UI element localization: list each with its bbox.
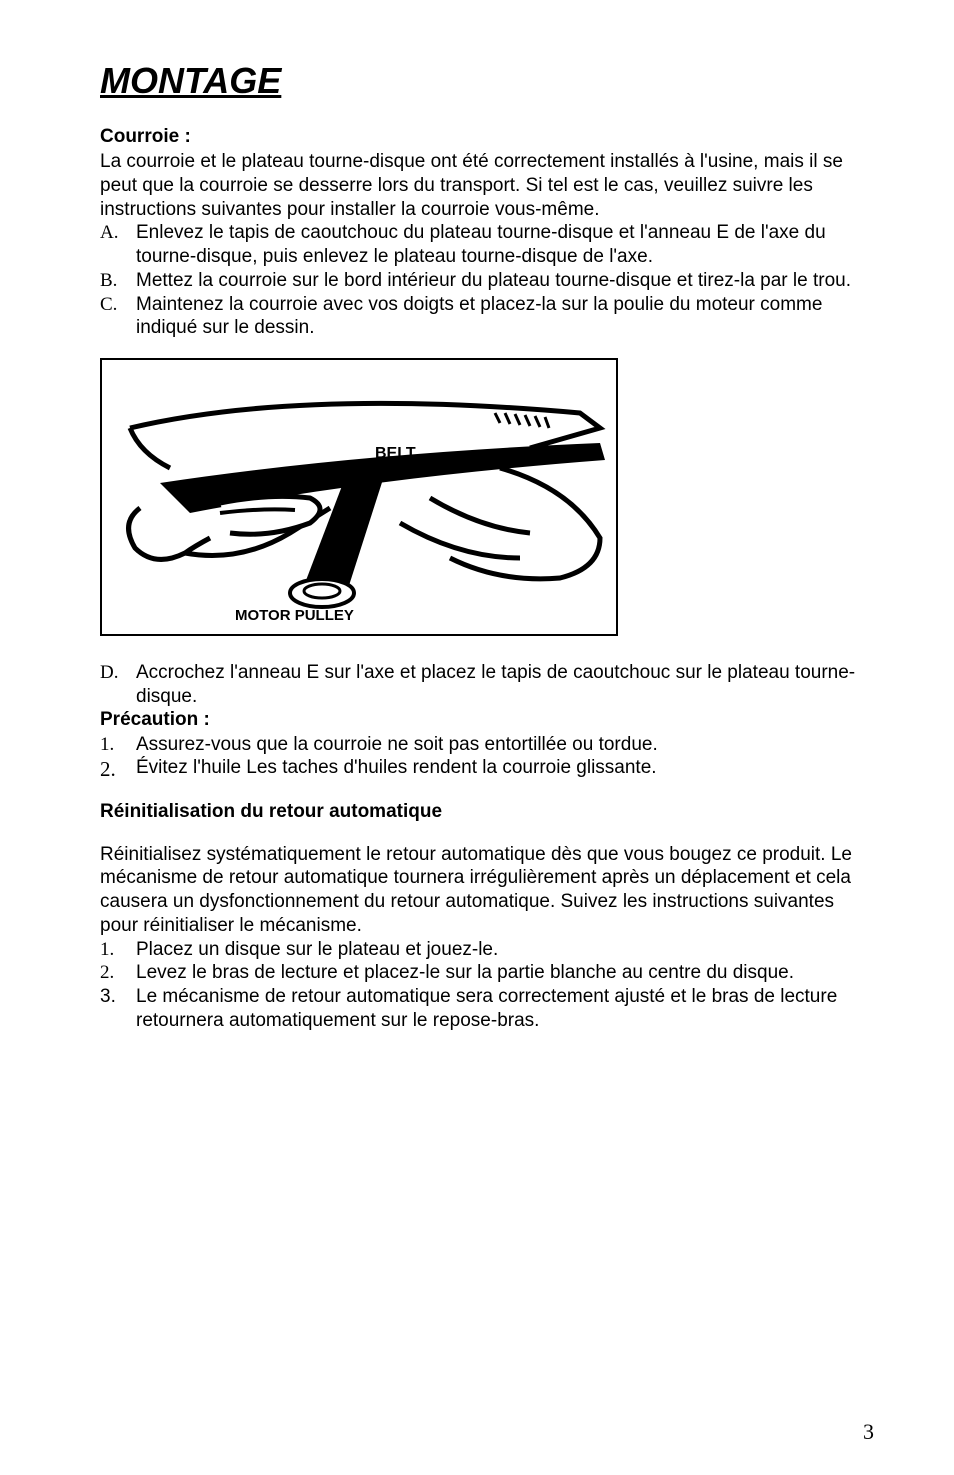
list-marker: 1. — [100, 733, 136, 757]
page-title: MONTAGE — [100, 60, 874, 102]
list-item: D. Accrochez l'anneau E sur l'axe et pla… — [100, 661, 874, 709]
courroie-intro: La courroie et le plateau tourne-disque … — [100, 150, 874, 221]
list-item: A. Enlevez le tapis de caoutchouc du pla… — [100, 221, 874, 269]
list-item: 2. Évitez l'huile Les taches d'huiles re… — [100, 756, 874, 782]
list-text: Assurez-vous que la courroie ne soit pas… — [136, 733, 874, 757]
list-marker: A. — [100, 221, 136, 269]
motor-pulley-label: MOTOR PULLEY — [235, 607, 354, 624]
list-text: Placez un disque sur le plateau et jouez… — [136, 938, 874, 962]
belt-figure: BELT MOTOR PULLEY — [100, 358, 874, 643]
list-text: Mettez la courroie sur le bord intérieur… — [136, 269, 874, 293]
list-marker: D. — [100, 661, 136, 709]
list-marker: B. — [100, 269, 136, 293]
page-number: 3 — [863, 1419, 874, 1445]
list-marker: 2. — [100, 756, 136, 782]
list-item: B. Mettez la courroie sur le bord intéri… — [100, 269, 874, 293]
reinit-list: 1. Placez un disque sur le plateau et jo… — [100, 938, 874, 1033]
courroie-list-d: D. Accrochez l'anneau E sur l'axe et pla… — [100, 661, 874, 709]
list-item: 3. Le mécanisme de retour automatique se… — [100, 985, 874, 1033]
list-text: Maintenez la courroie avec vos doigts et… — [136, 293, 874, 341]
reinit-heading: Réinitialisation du retour automatique — [100, 801, 874, 823]
list-text: Évitez l'huile Les taches d'huiles rende… — [136, 756, 874, 782]
list-text: Levez le bras de lecture et placez-le su… — [136, 961, 874, 985]
list-text: Accrochez l'anneau E sur l'axe et placez… — [136, 661, 874, 709]
courroie-list: A. Enlevez le tapis de caoutchouc du pla… — [100, 221, 874, 340]
list-item: C. Maintenez la courroie avec vos doigts… — [100, 293, 874, 341]
belt-diagram-svg: BELT MOTOR PULLEY — [100, 358, 620, 638]
belt-label: BELT — [375, 445, 416, 462]
reinit-intro: Réinitialisez systématiquement le retour… — [100, 843, 874, 938]
list-text: Le mécanisme de retour automatique sera … — [136, 985, 874, 1033]
precaution-heading: Précaution : — [100, 709, 874, 731]
list-marker: 2. — [100, 961, 136, 985]
list-text: Enlevez le tapis de caoutchouc du platea… — [136, 221, 874, 269]
precaution-list: 1. Assurez-vous que la courroie ne soit … — [100, 733, 874, 783]
list-item: 1. Assurez-vous que la courroie ne soit … — [100, 733, 874, 757]
courroie-heading: Courroie : — [100, 126, 874, 148]
list-marker: 3. — [100, 985, 136, 1033]
list-item: 1. Placez un disque sur le plateau et jo… — [100, 938, 874, 962]
list-marker: C. — [100, 293, 136, 341]
list-item: 2. Levez le bras de lecture et placez-le… — [100, 961, 874, 985]
page: MONTAGE Courroie : La courroie et le pla… — [0, 0, 954, 1475]
list-marker: 1. — [100, 938, 136, 962]
